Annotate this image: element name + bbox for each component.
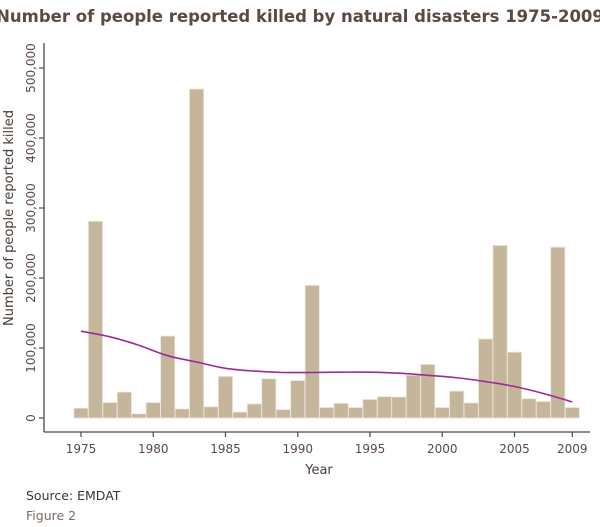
bar-1994 bbox=[348, 407, 364, 419]
bar-1976 bbox=[87, 220, 103, 419]
y-tick-label: 0 bbox=[24, 414, 38, 422]
bar-1984 bbox=[203, 406, 219, 419]
bar-2003 bbox=[478, 338, 494, 419]
bar-1995 bbox=[362, 399, 378, 419]
bar-1986 bbox=[232, 411, 248, 419]
bar-1978 bbox=[116, 391, 132, 419]
bar-2008 bbox=[550, 246, 566, 419]
bar-1993 bbox=[333, 402, 349, 419]
bar-1983 bbox=[189, 88, 205, 419]
x-tick-label: 1975 bbox=[66, 442, 97, 456]
bar-1989 bbox=[275, 409, 291, 419]
bar-1985 bbox=[217, 375, 233, 419]
bar-1990 bbox=[290, 380, 306, 419]
bar-1999 bbox=[420, 364, 436, 419]
x-tick-label: 2009 bbox=[557, 442, 588, 456]
bar-1991 bbox=[304, 284, 320, 419]
bar-2004 bbox=[492, 245, 508, 419]
source-note: Source: EMDAT bbox=[26, 488, 121, 503]
y-tick-label: 500,000 bbox=[24, 43, 38, 93]
bar-1988 bbox=[261, 378, 277, 419]
x-ticks-group: 1975 1980 1985 1990 1995 2000 2005 2009 bbox=[66, 432, 588, 456]
x-tick-label: 1990 bbox=[282, 442, 313, 456]
axes-group bbox=[43, 43, 590, 433]
bar-2007 bbox=[535, 401, 551, 419]
y-ticks-group: 0 100,000 200,000 300,000 400,000 500,000 bbox=[24, 43, 44, 422]
trend-line bbox=[80, 330, 573, 403]
y-tick-label: 200,000 bbox=[24, 253, 38, 303]
bar-1997 bbox=[391, 396, 407, 419]
x-tick-label: 2005 bbox=[499, 442, 530, 456]
bar-1977 bbox=[102, 402, 118, 419]
bar-1992 bbox=[319, 407, 335, 419]
x-tick-label: 2000 bbox=[427, 442, 458, 456]
chart-title: Number of people reported killed by natu… bbox=[0, 7, 600, 26]
bar-1987 bbox=[246, 403, 262, 419]
y-tick-label: 300,000 bbox=[24, 183, 38, 233]
y-tick-label: 400,000 bbox=[24, 113, 38, 163]
bar-1979 bbox=[131, 413, 147, 419]
figure-caption: Figure 2 bbox=[26, 508, 77, 523]
bar-2001 bbox=[449, 390, 465, 419]
bar-2000 bbox=[434, 407, 450, 419]
x-tick-label: 1980 bbox=[138, 442, 169, 456]
bar-1981 bbox=[160, 335, 176, 419]
bar-2009 bbox=[564, 407, 580, 419]
y-axis-label: Number of people reported killed bbox=[2, 110, 17, 326]
bar-1980 bbox=[145, 402, 161, 419]
bar-1982 bbox=[174, 408, 190, 419]
bar-2002 bbox=[463, 402, 479, 419]
bar-2006 bbox=[521, 398, 537, 419]
bar-1998 bbox=[405, 374, 421, 419]
y-tick-label: 100,000 bbox=[24, 323, 38, 373]
bar-1975 bbox=[73, 407, 89, 419]
x-tick-label: 1995 bbox=[355, 442, 386, 456]
bars-group bbox=[73, 88, 580, 419]
bar-1996 bbox=[376, 396, 392, 419]
x-tick-label: 1985 bbox=[210, 442, 241, 456]
x-axis-label: Year bbox=[304, 463, 333, 478]
